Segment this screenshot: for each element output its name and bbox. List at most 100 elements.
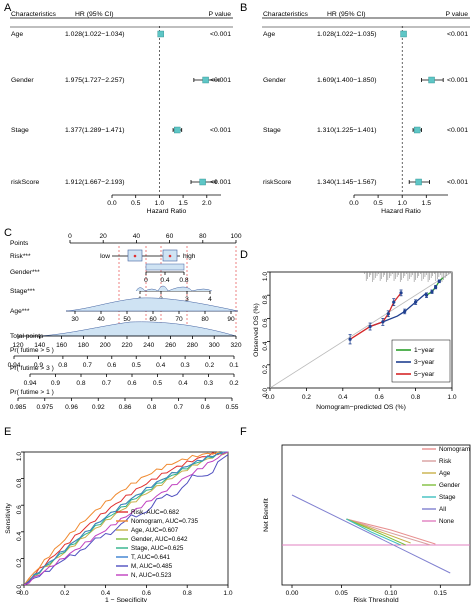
forest-row-p: <0.001 xyxy=(447,31,468,38)
calibration-x-label: Nomogram−predicted OS (%) xyxy=(316,404,406,411)
nomogram-total-density xyxy=(39,321,237,337)
forest-point xyxy=(202,76,209,84)
calibration-x-tick-label: 0.0 xyxy=(265,394,274,401)
forest-point xyxy=(157,30,164,38)
nomogram-total-tick-label: 300 xyxy=(209,342,220,349)
roc-legend-label: M, AUC=0.485 xyxy=(131,563,173,570)
calibration-point xyxy=(437,279,441,283)
nomogram-futime1-tick-label: 0.6 xyxy=(201,404,210,411)
forest-row-p: <0.001 xyxy=(210,127,231,134)
nomogram-points-tick-label: 0 xyxy=(68,233,72,240)
nomogram-stage-density xyxy=(135,285,213,292)
forest-row-p: <0.001 xyxy=(447,127,468,134)
forest-row-hr: 1.028(1.022−1.034) xyxy=(65,31,125,38)
nomogram-gender-tick-label: 0.8 xyxy=(179,277,188,284)
nomogram-age-label: Age*** xyxy=(10,308,30,315)
calibration-legend-label: 5−year xyxy=(414,371,435,378)
forest-point xyxy=(413,126,421,134)
roc-y-tick-label: 1.0 xyxy=(16,452,23,461)
nomogram-futime3-tick-label: 0.9 xyxy=(51,380,60,387)
forest-x-tick-label: 2.0 xyxy=(202,200,212,207)
calibration-point xyxy=(399,291,403,295)
forest-row-hr: 1.609(1.400−1.850) xyxy=(317,77,377,84)
nomogram-futime3-tick-label: 0.6 xyxy=(127,380,136,387)
calibration-x-tick-label: 1.0 xyxy=(447,394,456,401)
dca-legend-label: None xyxy=(439,518,455,525)
roc-legend-label: Stage, AUC=0.625 xyxy=(131,545,184,552)
nomogram-total-tick-label: 320 xyxy=(230,342,241,349)
forest-row-p: <0.001 xyxy=(210,179,231,186)
nomogram-stage-tick-label: 4 xyxy=(208,296,212,303)
calibration-point xyxy=(430,290,434,294)
calibration-y-tick-label: 0.2 xyxy=(262,364,269,373)
nomogram-points-tick-label: 20 xyxy=(100,233,108,240)
forest-x-tick-label: 0.5 xyxy=(373,200,383,207)
calibration-point xyxy=(368,324,372,329)
forest-x-tick-label: 0.0 xyxy=(349,200,359,207)
nomogram-futime5-tick-label: 0.6 xyxy=(107,362,116,369)
forest-row-label: Stage xyxy=(11,127,29,134)
panel-letter-B: B xyxy=(240,2,247,14)
calibration-point xyxy=(403,309,407,314)
nomogram-risk-marker xyxy=(133,254,137,258)
forest-x-tick-label: 1.0 xyxy=(397,200,407,207)
nomogram-futime5-tick-label: 0.8 xyxy=(58,362,67,369)
nomogram-futime1-tick-label: 0.96 xyxy=(65,404,78,411)
calibration-legend-label: 1−year xyxy=(414,347,435,354)
forest-x-tick-label: 1.5 xyxy=(422,200,432,207)
roc-y-label: Sensitivity xyxy=(5,503,12,534)
calibration-x-tick-label: 0.6 xyxy=(375,394,384,401)
nomogram-futime1-tick-label: 0.985 xyxy=(10,404,27,411)
nomogram-points-tick-label: 80 xyxy=(199,233,207,240)
calibration-point xyxy=(386,312,390,316)
nomogram-total-label: Total points xyxy=(10,333,44,340)
roc-frame xyxy=(23,451,229,586)
dca-x-tick-label: 0.05 xyxy=(335,590,348,597)
nomogram-futime3-tick-label: 0.8 xyxy=(76,380,85,387)
forest-x-tick-label: 1.5 xyxy=(178,200,188,207)
forest-x-tick-label: 0.5 xyxy=(131,200,141,207)
calibration-legend-box xyxy=(391,339,451,383)
nomogram-futime1-tick-label: 0.92 xyxy=(92,404,105,411)
dca-x-tick-label: 0.10 xyxy=(384,590,397,597)
nomogram-points-label: Points xyxy=(10,240,29,247)
nomogram-total-tick-label: 180 xyxy=(78,342,89,349)
dca-all-line xyxy=(291,494,451,574)
forest-row-hr: 1.028(1.022−1.035) xyxy=(317,31,377,38)
calibration-y-tick-label: 0.6 xyxy=(262,318,269,327)
forest-header-hr: HR (95% CI) xyxy=(327,11,366,18)
calibration-legend-label: 3−year xyxy=(414,359,435,366)
forest-row-hr: 1.377(1.289−1.471) xyxy=(65,127,125,134)
forest-point xyxy=(415,178,422,186)
calibration-point xyxy=(424,293,429,297)
dca-legend-label: Nomogram xyxy=(439,446,470,453)
nomogram-futime5-tick-label: 0.7 xyxy=(83,362,92,369)
roc-x-tick-label: 0.0 xyxy=(19,590,28,597)
forest-header-p: P value xyxy=(208,11,231,18)
nomogram-futime3-label: Pr( futime > 3 ) xyxy=(10,365,54,372)
nomogram-futime3-tick-label: 0.5 xyxy=(153,380,162,387)
forest-row-label: Age xyxy=(11,31,23,38)
roc-x-tick-label: 0.4 xyxy=(101,590,110,597)
nomogram-total-tick-label: 140 xyxy=(34,342,45,349)
nomogram-age-density xyxy=(65,297,239,312)
forest-row-label: Stage xyxy=(263,127,281,134)
roc-y-tick-label: 0.8 xyxy=(16,478,23,487)
roc-y-tick-label: 0.0 xyxy=(16,585,23,594)
dca-legend-label: Risk xyxy=(439,458,452,465)
nomogram-futime3-tick-label: 0.4 xyxy=(178,380,187,387)
panel-letter-C: C xyxy=(4,227,12,239)
forest-row-hr: 1.310(1.225−1.401) xyxy=(317,127,377,134)
calibration-point xyxy=(434,285,438,289)
forest-x-tick-label: 0.0 xyxy=(107,200,117,207)
dca-curve xyxy=(346,518,401,546)
calibration-x-tick-label: 0.8 xyxy=(411,394,420,401)
forest-point xyxy=(428,76,435,84)
roc-curve xyxy=(23,451,229,586)
nomogram-futime5-tick-label: 0.1 xyxy=(229,362,238,369)
calibration-point xyxy=(381,320,385,324)
nomogram-risk-label: Risk*** xyxy=(10,253,31,260)
nomogram-futime1-tick-label: 0.55 xyxy=(226,404,239,411)
nomogram-gender-label: Gender*** xyxy=(10,269,40,276)
nomogram-total-tick-label: 240 xyxy=(143,342,154,349)
